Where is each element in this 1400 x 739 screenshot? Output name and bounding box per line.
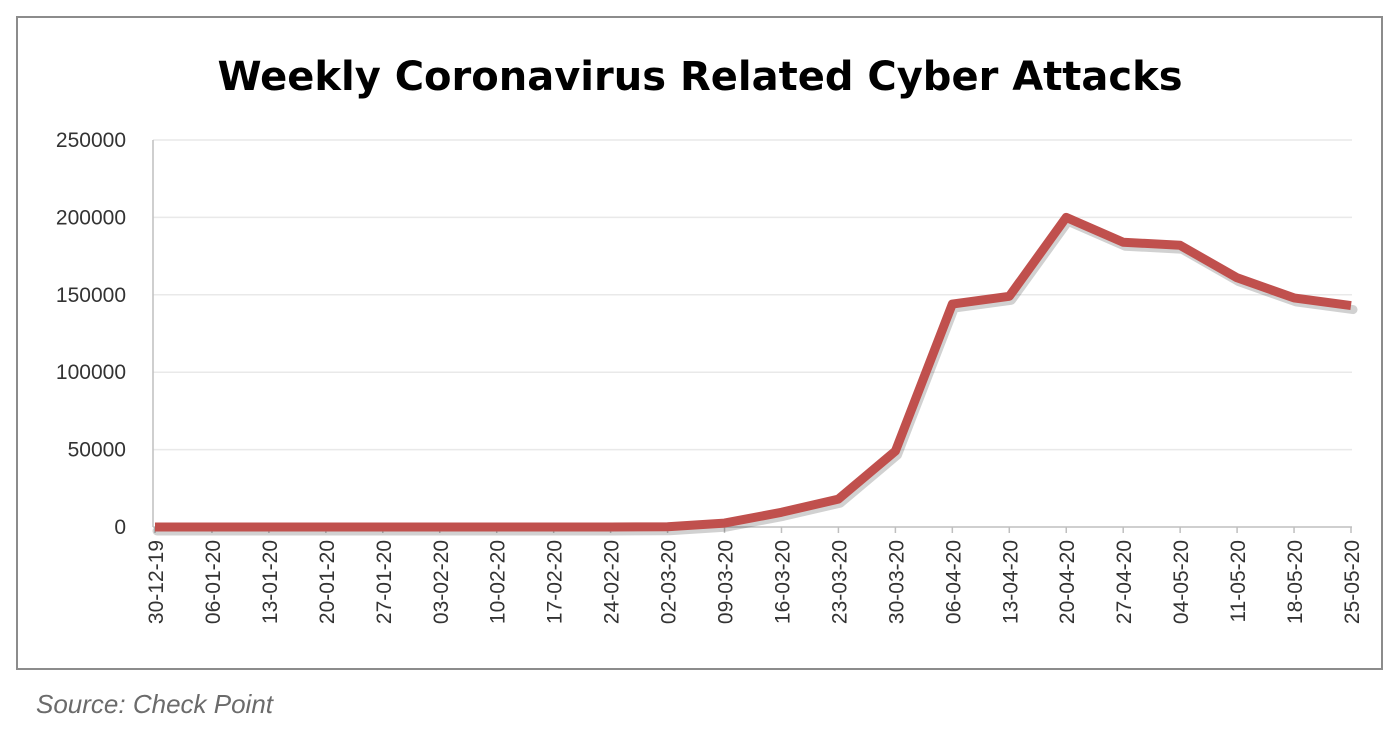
- x-tick-label: 06-01-20: [202, 540, 225, 624]
- x-tick-label: 17-02-20: [544, 540, 567, 624]
- x-tick-label: 23-03-20: [828, 540, 851, 624]
- x-tick-label: 03-02-20: [430, 540, 453, 624]
- y-axis-ticks: 0 50000 100000 150000 200000 250000: [56, 129, 126, 539]
- x-tick-label: 13-01-20: [259, 540, 282, 624]
- gridlines: [153, 139, 1352, 451]
- series-layer: [152, 212, 1358, 536]
- x-tick-label: 27-04-20: [1113, 540, 1136, 624]
- x-tick-label: 18-05-20: [1284, 540, 1307, 624]
- y-tick-label: 150000: [56, 284, 126, 307]
- x-tick-label: 09-03-20: [715, 540, 738, 624]
- x-tick-label: 24-02-20: [601, 540, 624, 624]
- x-tick-label: 20-04-20: [1056, 540, 1079, 624]
- series-line: [155, 212, 1352, 532]
- x-tick-label: 04-05-20: [1170, 540, 1193, 624]
- x-tick-label: 20-01-20: [316, 540, 339, 624]
- y-tick-label: 50000: [68, 439, 126, 462]
- y-tick-label: 250000: [56, 129, 126, 152]
- y-tick-label: 0: [114, 516, 126, 539]
- x-tick-label: 25-05-20: [1341, 540, 1364, 624]
- x-tick-label: 30-03-20: [885, 540, 908, 624]
- x-tick-label: 10-02-20: [487, 540, 510, 624]
- x-axis-ticks: 30-12-19 06-01-20 13-01-20 20-01-20 27-01-20…: [145, 527, 1364, 624]
- x-tick-label: 13-04-20: [999, 540, 1022, 624]
- y-tick-label: 100000: [56, 361, 126, 384]
- x-tick-label: 30-12-19: [145, 540, 168, 624]
- line-chart: Weekly Coronavirus Related Cyber Attacks…: [56, 54, 1364, 624]
- x-tick-label: 27-01-20: [373, 540, 396, 624]
- x-tick-label: 16-03-20: [771, 540, 794, 624]
- chart-title: Weekly Coronavirus Related Cyber Attacks: [217, 54, 1182, 100]
- y-tick-label: 200000: [56, 206, 126, 229]
- axes: [152, 140, 1352, 528]
- series-line-shadow: [152, 216, 1358, 536]
- x-tick-label: 02-03-20: [658, 540, 681, 624]
- x-tick-label: 06-04-20: [942, 540, 965, 624]
- source-note: Source: Check Point: [36, 689, 274, 719]
- x-tick-label: 11-05-20: [1227, 540, 1250, 623]
- chart-frame: Weekly Coronavirus Related Cyber Attacks…: [16, 16, 1383, 670]
